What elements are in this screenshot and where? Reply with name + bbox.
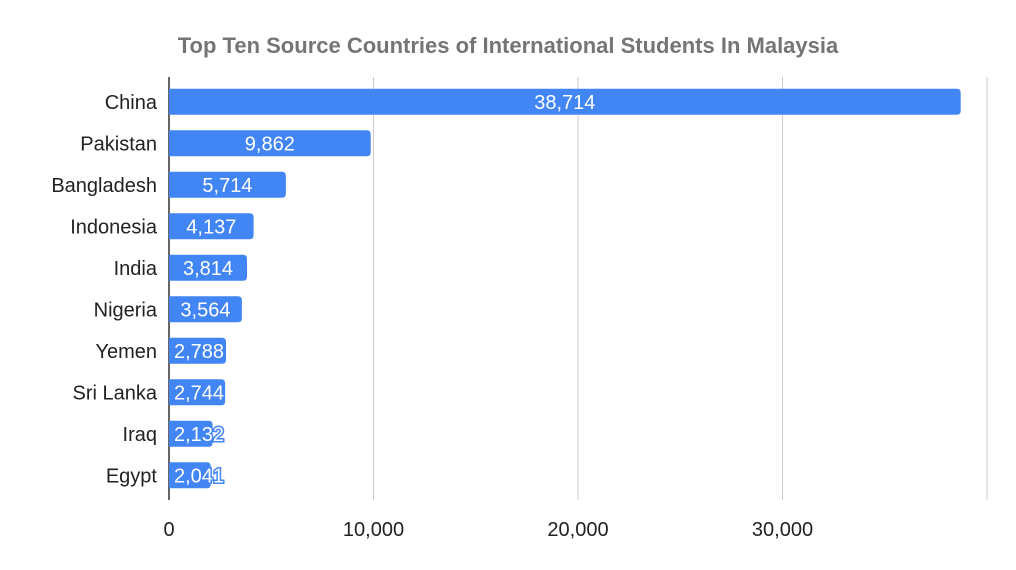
bar-india [169, 254, 247, 281]
data-label: 4,137 [186, 216, 236, 238]
bar-pakistan [169, 130, 371, 157]
x-tick-label: 10,000 [343, 519, 404, 541]
data-label: 9,862 [245, 133, 295, 155]
category-label: Nigeria [94, 299, 158, 321]
data-label: 3,564 [180, 299, 230, 321]
category-label: Indonesia [70, 216, 158, 238]
chart-title: Top Ten Source Countries of Internationa… [178, 33, 839, 58]
data-label: 3,814 [183, 258, 233, 280]
bar-egypt [169, 462, 211, 489]
x-tick-label: 30,000 [752, 519, 813, 541]
x-tick-label: 20,000 [547, 519, 608, 541]
bar-china [169, 88, 961, 115]
data-label: 2,041 [174, 465, 224, 487]
bar-indonesia [169, 213, 254, 240]
data-label: 2,132 [174, 424, 224, 446]
bar-bangladesh [169, 171, 286, 198]
bar-iraq [169, 420, 213, 447]
category-label: Yemen [95, 341, 157, 363]
bar-sri-lanka [169, 379, 226, 406]
bar-nigeria [169, 296, 242, 323]
category-label: China [105, 92, 158, 114]
category-label: Pakistan [80, 133, 157, 155]
bar-yemen [169, 337, 227, 364]
category-label: Sri Lanka [73, 382, 158, 404]
data-label: 2,788 [174, 341, 224, 363]
category-label: Iraq [123, 424, 157, 446]
category-label: Bangladesh [51, 175, 157, 197]
data-label: 2,744 [174, 382, 224, 404]
data-label: 5,714 [202, 175, 252, 197]
x-tick-label: 0 [163, 519, 174, 541]
category-label: India [114, 258, 158, 280]
data-label: 38,714 [534, 92, 595, 114]
category-label: Egypt [106, 465, 158, 487]
